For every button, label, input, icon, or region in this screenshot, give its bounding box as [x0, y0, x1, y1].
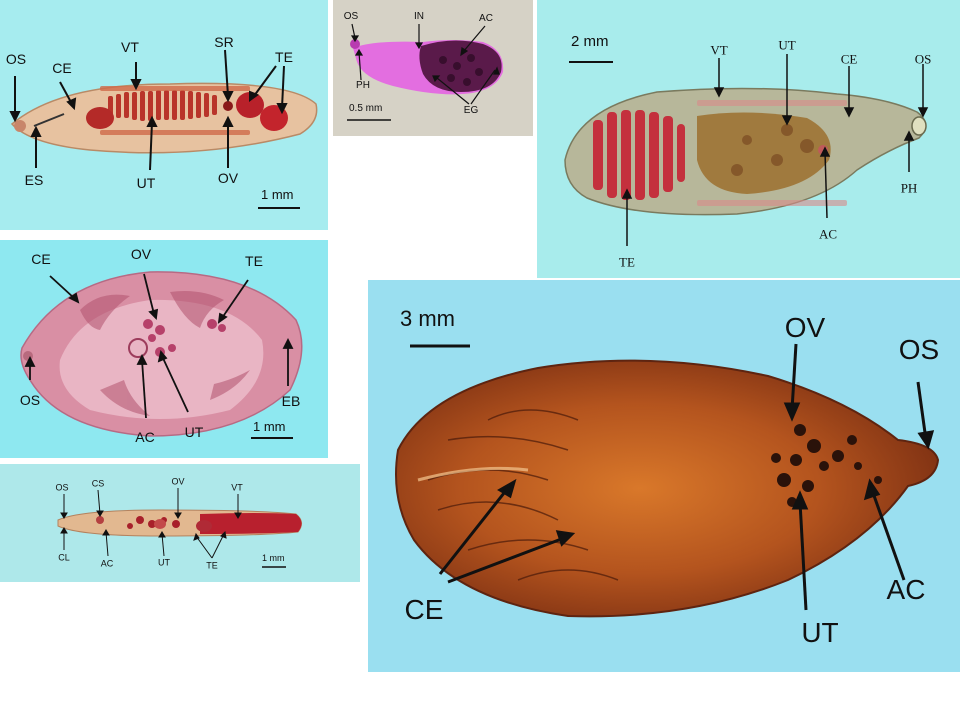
panel-flat-fluke: VT UT CE OS TE AC PH 2 mm [537, 0, 960, 278]
label-ph: PH [356, 80, 370, 91]
label-os: OS [343, 11, 359, 22]
panel-elongated-fluke: OS CE VT SR TE ES UT OV 1 mm [0, 0, 328, 230]
scale-label: 0.5 mm [349, 103, 383, 114]
label-ut: UT [184, 424, 204, 440]
label-vt: VT [710, 42, 728, 58]
specimen-oval-fluke [20, 271, 303, 437]
label-os: OS [898, 334, 940, 365]
panel-slender-fluke: OS CS OV VT CL AC UT TE 1 mm [0, 464, 360, 582]
scale-label: 1 mm [261, 187, 294, 202]
label-ac: AC [135, 429, 155, 445]
label-sr: SR [214, 34, 234, 50]
label-ce: CE [404, 594, 444, 625]
specimen-brown-fluke [395, 343, 940, 618]
label-vt: VT [121, 39, 139, 55]
scale-label: 2 mm [571, 33, 609, 50]
label-ac: AC [818, 226, 838, 242]
scale-bar [251, 437, 293, 439]
label-eb: EB [281, 393, 301, 409]
label-ph: PH [900, 180, 918, 196]
label-vt: VT [231, 482, 243, 493]
label-es: ES [24, 172, 44, 188]
label-ut: UT [801, 617, 839, 648]
panel-brown-fluke: OV OS CE UT AC 3 mm [368, 280, 960, 672]
label-te: TE [275, 49, 293, 65]
specimen-elongated-fluke [9, 49, 318, 171]
scale-label: 1 mm [262, 553, 285, 563]
label-ce: CE [52, 60, 72, 76]
label-cs: CS [91, 478, 105, 489]
label-in: IN [414, 11, 424, 22]
label-os: OS [914, 51, 932, 67]
label-ac: AC [886, 574, 926, 605]
label-os: OS [5, 51, 27, 67]
label-ut: UT [158, 557, 170, 568]
label-os: OS [19, 392, 41, 408]
label-cl: CL [58, 552, 70, 563]
panel-stained-fluke: OS IN AC PH EG 0.5 mm [333, 0, 533, 136]
label-te: TE [245, 253, 263, 269]
specimen-slender-fluke [57, 488, 302, 568]
label-ov: OV [171, 476, 185, 487]
label-ac: AC [100, 558, 114, 569]
label-ov: OV [217, 170, 239, 186]
label-ac: AC [479, 13, 493, 24]
label-ut: UT [778, 37, 796, 53]
panel-oval-fluke: CE OV TE OS AC UT EB 1 mm [0, 240, 328, 458]
label-ut: UT [136, 175, 156, 191]
specimen-stained-fluke [347, 23, 504, 121]
scale-bar [258, 207, 300, 209]
label-te: TE [619, 254, 635, 270]
scale-label: 3 mm [400, 306, 455, 331]
specimen-flat-fluke [564, 54, 929, 246]
label-ce: CE [840, 51, 858, 67]
label-os: OS [55, 482, 69, 493]
label-te: TE [206, 560, 218, 571]
label-ce: CE [31, 251, 51, 267]
scale-label: 1 mm [253, 419, 286, 434]
label-ov: OV [784, 312, 826, 343]
label-eg: EG [463, 105, 479, 116]
label-ov: OV [130, 246, 152, 262]
